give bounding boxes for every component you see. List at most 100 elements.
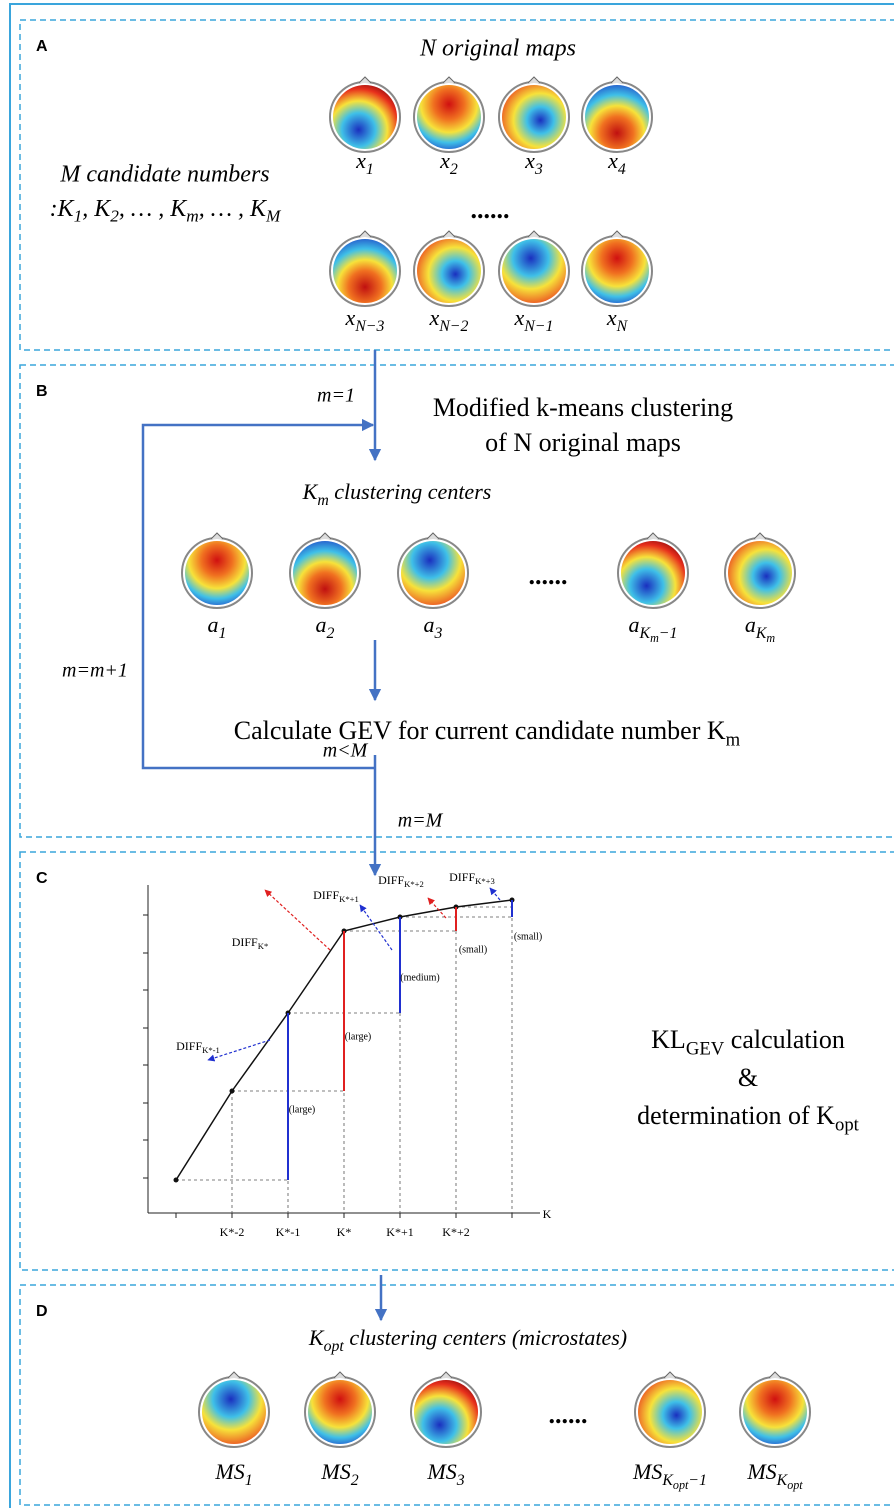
magnitude-label: (large) bbox=[345, 1031, 371, 1042]
diff-label: DIFFK* bbox=[232, 935, 269, 951]
ellipsis: ...... bbox=[549, 1400, 588, 1429]
diff-label: DIFFK*+1 bbox=[313, 888, 359, 904]
text-part: opt bbox=[787, 1478, 803, 1492]
text-part: MS bbox=[320, 1459, 350, 1484]
topographic-map bbox=[585, 239, 649, 303]
head-nose bbox=[318, 532, 332, 540]
head-nose bbox=[227, 1371, 241, 1379]
text-part: MS bbox=[632, 1459, 662, 1484]
ellipsis: ...... bbox=[471, 195, 510, 224]
microstates-title: Kopt clustering centers (microstates) bbox=[308, 1325, 627, 1355]
loop-label: m=m+1 bbox=[62, 660, 128, 682]
text-part: −1 bbox=[659, 625, 678, 642]
text-part: MS bbox=[214, 1459, 244, 1484]
text-part: m bbox=[766, 631, 775, 645]
topographic-map bbox=[585, 85, 649, 149]
panel-frame bbox=[19, 364, 894, 838]
head-nose bbox=[768, 1371, 782, 1379]
text-part: m bbox=[317, 492, 328, 509]
head-nose bbox=[439, 1371, 453, 1379]
text-part: x bbox=[514, 305, 525, 330]
text-part: 3 bbox=[434, 625, 443, 642]
text-part: x bbox=[606, 305, 617, 330]
text-part: a bbox=[208, 612, 219, 637]
map-label: a1 bbox=[208, 612, 227, 642]
text-part: K*+3 bbox=[475, 876, 495, 886]
text-part: K*-1 bbox=[202, 1045, 220, 1055]
text-part: N−1 bbox=[523, 318, 553, 335]
head-nose bbox=[527, 230, 541, 238]
text-part: opt bbox=[673, 1478, 689, 1492]
side-text: & bbox=[738, 1063, 758, 1092]
text-part: calculation bbox=[724, 1025, 845, 1054]
panel-letter: A bbox=[36, 38, 48, 55]
text-part: clustering centers bbox=[329, 479, 492, 504]
text-part: DIFF bbox=[176, 1039, 202, 1053]
text-part: , K bbox=[82, 196, 112, 222]
loop-label: m=M bbox=[398, 810, 444, 832]
loop-label: m=1 bbox=[317, 385, 355, 407]
text-part: a bbox=[316, 612, 327, 637]
map-title: N original maps bbox=[419, 36, 576, 62]
topographic-map bbox=[728, 541, 792, 605]
text-part: 3 bbox=[456, 1472, 465, 1489]
text-part: m bbox=[186, 207, 198, 226]
panel-frame bbox=[19, 851, 894, 1271]
text-part: x bbox=[429, 305, 440, 330]
text-part: K bbox=[755, 625, 768, 642]
x-tick-label: K*+1 bbox=[386, 1225, 413, 1239]
text-part: Calculate GEV for current candidate numb… bbox=[234, 716, 726, 745]
text-part: DIFF bbox=[232, 935, 258, 949]
diff-label: DIFFK*-1 bbox=[176, 1039, 220, 1055]
map-label: MS2 bbox=[320, 1459, 358, 1489]
head-nose bbox=[442, 76, 456, 84]
side-text: determination of Kopt bbox=[637, 1101, 860, 1136]
head-nose bbox=[333, 1371, 347, 1379]
text-part: GEV bbox=[686, 1039, 725, 1060]
magnitude-label: (large) bbox=[289, 1104, 315, 1115]
text-part: 4 bbox=[618, 161, 626, 178]
topographic-map bbox=[185, 541, 249, 605]
x-axis-label: K bbox=[543, 1207, 552, 1221]
text-part: m bbox=[650, 631, 659, 645]
head-nose bbox=[358, 230, 372, 238]
x-tick-label: K*-2 bbox=[220, 1225, 245, 1239]
text-part: DIFF bbox=[313, 888, 339, 902]
map-label: xN bbox=[606, 305, 629, 335]
topographic-map bbox=[333, 239, 397, 303]
candidate-text: :K1, K2, … , Km, … , KM bbox=[50, 196, 282, 226]
map-label: MS3 bbox=[426, 1459, 464, 1489]
head-nose bbox=[646, 532, 660, 540]
panel-frame bbox=[19, 19, 894, 351]
text-part: determination of K bbox=[637, 1101, 835, 1130]
text-part: , … , K bbox=[199, 196, 268, 222]
head-nose bbox=[358, 76, 372, 84]
text-part: m bbox=[726, 730, 741, 751]
text-part: x bbox=[355, 148, 366, 173]
map-label: MSKopt−1 bbox=[632, 1459, 707, 1492]
text-part: K bbox=[639, 625, 652, 642]
loop-arrow bbox=[141, 418, 375, 770]
map-label: xN−1 bbox=[514, 305, 554, 335]
text-part: N−2 bbox=[438, 318, 468, 335]
text-part: MS bbox=[426, 1459, 456, 1484]
ticks bbox=[143, 914, 513, 1218]
head-nose bbox=[663, 1371, 677, 1379]
text-part: 2 bbox=[327, 625, 335, 642]
text-part: K bbox=[302, 479, 319, 504]
panel-frame bbox=[19, 1284, 894, 1506]
topographic-map bbox=[308, 1380, 372, 1444]
centers-title: Km clustering centers bbox=[302, 479, 492, 509]
points bbox=[173, 897, 515, 1183]
text-part: N bbox=[616, 318, 629, 335]
gev-chart bbox=[143, 885, 540, 1218]
diff-arrows bbox=[207, 887, 501, 1062]
text-part: −1 bbox=[688, 1472, 707, 1489]
x-tick-label: K*+2 bbox=[442, 1225, 469, 1239]
topographic-map bbox=[401, 541, 465, 605]
topographic-map bbox=[333, 85, 397, 149]
panel-letter: C bbox=[36, 870, 48, 887]
text-part: x bbox=[439, 148, 450, 173]
text-part: 2 bbox=[450, 161, 458, 178]
step-text: of N original maps bbox=[485, 428, 681, 457]
